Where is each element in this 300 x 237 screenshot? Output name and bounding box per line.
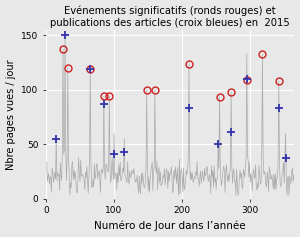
X-axis label: Numéro de Jour dans l’année: Numéro de Jour dans l’année (94, 221, 246, 232)
Title: Evénements significatifs (ronds rouges) et
publications des articles (croix bleu: Evénements significatifs (ronds rouges) … (50, 5, 290, 28)
Y-axis label: Nbre pages vues / jour: Nbre pages vues / jour (6, 59, 16, 170)
